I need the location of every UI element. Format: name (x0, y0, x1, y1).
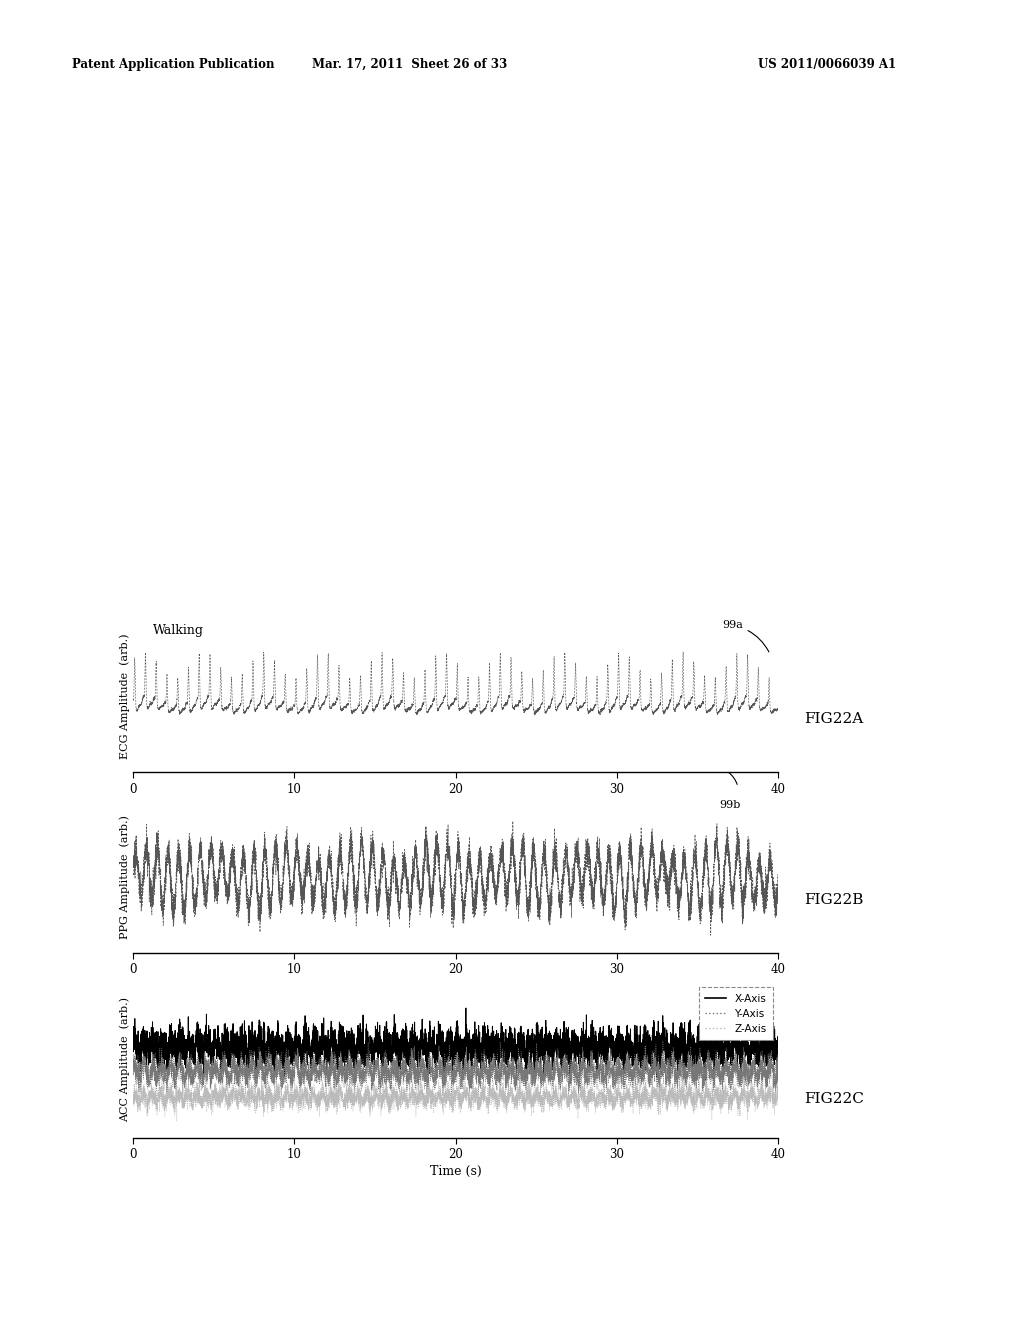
Text: US 2011/0066039 A1: US 2011/0066039 A1 (758, 58, 896, 71)
Y-axis label: ACC Amplitude  (arb.): ACC Amplitude (arb.) (120, 998, 130, 1122)
Text: Mar. 17, 2011  Sheet 26 of 33: Mar. 17, 2011 Sheet 26 of 33 (312, 58, 507, 71)
Text: Walking: Walking (153, 624, 204, 638)
Y-axis label: ECG Amplitude  (arb.): ECG Amplitude (arb.) (120, 634, 130, 759)
Text: 99a: 99a (722, 620, 769, 652)
Y-axis label: PPG Amplitude  (arb.): PPG Amplitude (arb.) (120, 816, 130, 939)
X-axis label: Time (s): Time (s) (430, 1166, 481, 1179)
Text: Patent Application Publication: Patent Application Publication (72, 58, 274, 71)
Legend: X-Axis, Y-Axis, Z-Axis: X-Axis, Y-Axis, Z-Axis (699, 987, 773, 1040)
Text: FIG22A: FIG22A (804, 711, 863, 726)
Text: FIG22C: FIG22C (804, 1092, 863, 1106)
Text: FIG22B: FIG22B (804, 892, 863, 907)
Text: 99b: 99b (720, 800, 741, 810)
